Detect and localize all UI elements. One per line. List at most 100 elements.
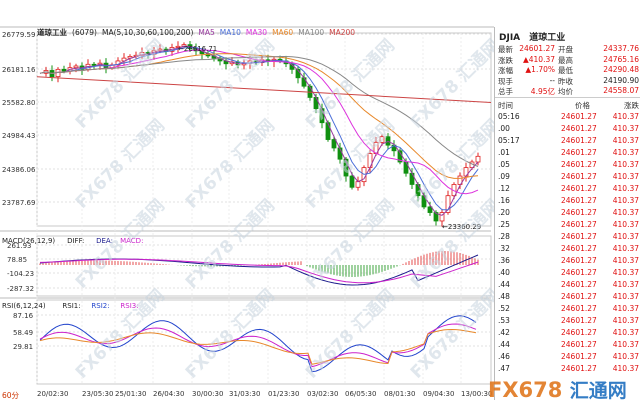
candle-down — [349, 175, 355, 188]
date-tick-label: 09/04:30 — [423, 390, 454, 398]
tick-change: 410.37 — [612, 292, 639, 301]
tick-time: .52 — [498, 304, 510, 313]
tick-row[interactable]: .53 24601.27 410.37 — [495, 316, 640, 327]
tick-row[interactable]: .48 24601.27 410.37 — [495, 292, 640, 303]
ma-legend-item: MA30 — [245, 28, 268, 37]
quote-v1: ▲1.70% — [525, 65, 555, 74]
macd-tick-label: 78.85 — [7, 256, 27, 264]
tick-row[interactable]: .28 24601.27 410.37 — [495, 232, 640, 243]
tick-price: 24601.27 — [561, 196, 597, 205]
rsi-tick-label: 29.81 — [13, 343, 33, 351]
quote-l2: 最高 — [558, 55, 573, 65]
tick-price: 24601.27 — [561, 208, 597, 217]
fx678-logo: FX678 汇通网 — [488, 378, 627, 402]
tick-price: 24601.27 — [561, 364, 597, 373]
ma-legend-item: MA60 — [272, 28, 294, 37]
price-chart-svg[interactable]: 26779.59 26181.16 25582.80 24984.43 24386.06… — [0, 0, 494, 400]
tick-row[interactable]: .32 24601.27 410.37 — [495, 244, 640, 255]
tick-row[interactable]: .20 24601.27 410.37 — [495, 208, 640, 219]
tick-time: .16 — [498, 196, 510, 205]
ma200-line — [36, 76, 492, 103]
quote-panel: DJIA 道琼工业 最新 24601.27 开盘 24337.76 涨跌 ▲410.37 最… — [494, 27, 640, 400]
low-label: ←23360.29 — [442, 223, 481, 231]
ma-legend-item: MA200 — [329, 28, 356, 37]
tick-change: 410.37 — [612, 364, 639, 373]
tick-row[interactable]: .12 24601.27 410.37 — [495, 184, 640, 195]
macd-tick-label: -287.32 — [7, 285, 34, 293]
tick-row[interactable]: .42 24601.27 410.37 — [495, 328, 640, 339]
date-tick-label: 03/02:30 — [307, 390, 338, 398]
ma-legend-item: MA5 — [198, 28, 215, 37]
indicator-series-label: RSI1: — [62, 302, 80, 310]
tick-row[interactable]: .44 24601.27 410.37 — [495, 340, 640, 351]
rsi1-line — [39, 315, 477, 373]
ma-legend: MA5 MA10 MA30 MA60 MA100 MA200 — [198, 28, 360, 37]
tick-row[interactable]: .25 24601.27 410.37 — [495, 220, 640, 231]
tick-row[interactable]: .09 24601.27 410.37 — [495, 172, 640, 183]
tick-row[interactable]: .05 24601.27 410.37 — [495, 160, 640, 171]
tick-change: 410.37 — [612, 328, 639, 337]
tick-price: 24601.27 — [561, 124, 597, 133]
tick-row[interactable]: .44 24601.27 410.37 — [495, 280, 640, 291]
tick-price: 24601.27 — [561, 136, 597, 145]
candle-down — [325, 122, 331, 140]
date-tick-label: 08/01:30 — [384, 390, 415, 398]
quote-row: 最新 24601.27 开盘 24337.76 — [495, 44, 640, 54]
tick-row[interactable]: .16 24601.27 410.37 — [495, 196, 640, 207]
candle-up — [439, 212, 445, 222]
tick-row[interactable]: .00 24601.27 410.37 — [495, 124, 640, 135]
tick-row[interactable]: .40 24601.27 410.37 — [495, 268, 640, 279]
tick-change: 410.37 — [612, 340, 639, 349]
tick-price: 24601.27 — [561, 232, 597, 241]
tick-time: .47 — [498, 364, 510, 373]
tick-price: 24601.27 — [561, 256, 597, 265]
quote-row: 涨幅 ▲1.70% 最低 24290.48 — [495, 65, 640, 75]
tick-change: 410.37 — [612, 352, 639, 361]
tick-price: 24601.27 — [561, 292, 597, 301]
panel-code: DJIA — [499, 33, 521, 43]
quote-v1: 4.95亿 — [530, 87, 555, 96]
high-label: ←26616.71 — [178, 45, 217, 53]
rsi3-line — [39, 328, 477, 365]
tick-row[interactable]: .46 24601.27 410.37 — [495, 352, 640, 363]
tick-price: 24601.27 — [561, 268, 597, 277]
quote-l1: 涨幅 — [498, 66, 513, 75]
tick-row[interactable]: .36 24601.27 410.37 — [495, 256, 640, 267]
chart-header: 道琼工业 (6079) MA(5,10,30,60,100,200) MA5 MA10 M… — [37, 27, 365, 38]
quote-v1: -- — [549, 75, 555, 85]
tick-change: 410.37 — [612, 244, 639, 253]
quote-l1: 最新 — [498, 45, 513, 54]
tick-change: 410.37 — [612, 112, 639, 121]
tick-time: .28 — [498, 232, 510, 241]
quote-l1: 总手 — [498, 87, 513, 96]
indicator-label: MACD(26,12,9) — [2, 237, 55, 245]
tick-price: 24601.27 — [561, 184, 597, 193]
tick-time: .48 — [498, 292, 510, 301]
tick-change: 410.37 — [612, 184, 639, 193]
tick-change: 410.37 — [612, 124, 639, 133]
panel-title: DJIA 道琼工业 — [499, 30, 565, 43]
tick-price: 24601.27 — [561, 304, 597, 313]
tick-row[interactable]: .47 24601.27 410.37 — [495, 364, 640, 375]
quote-row: 总手 4.95亿 均价 24558.07 — [495, 86, 640, 96]
tick-row[interactable]: 05:17 24601.27 410.37 — [495, 136, 640, 147]
rsi2-line — [39, 323, 477, 368]
tick-row[interactable]: 05:16 24601.27 410.37 — [495, 112, 640, 123]
candle-up — [457, 175, 463, 185]
period-selector[interactable]: 60分 — [2, 391, 20, 400]
tick-change: 410.37 — [612, 160, 639, 169]
tick-change: 410.37 — [612, 136, 639, 145]
quote-v2: 24337.76 — [603, 44, 639, 53]
rsi-tick-label: 87.16 — [13, 312, 34, 320]
quote-l1: 现手 — [498, 76, 513, 86]
tick-row[interactable]: .52 24601.27 410.37 — [495, 304, 640, 315]
tick-price: 24601.27 — [561, 172, 597, 181]
tick-time: .05 — [498, 160, 510, 169]
quote-v2: 24558.07 — [603, 86, 639, 95]
chart-area[interactable]: 26779.59 26181.16 25582.80 24984.43 24386.06… — [0, 0, 494, 400]
indicator-series-label: DIFF: — [67, 237, 84, 245]
quote-row: 现手 -- 昨收 24190.90 — [495, 76, 640, 86]
tick-row[interactable]: .01 24601.27 410.37 — [495, 148, 640, 159]
price-tick-label: 25582.80 — [2, 99, 35, 107]
quote-l2: 最低 — [558, 66, 573, 75]
